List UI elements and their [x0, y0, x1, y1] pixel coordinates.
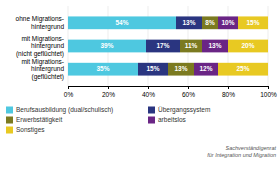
data-label: 39%	[100, 42, 113, 49]
legend-swatch	[148, 117, 155, 124]
tick-label: mit Migrations-hintergrund(geflüchtet)	[21, 58, 64, 81]
legend-item: Übergangssystem	[148, 106, 210, 114]
annotation: Sachverständigenratfür Integration und M…	[207, 145, 276, 158]
tick-label: 40%	[142, 91, 155, 98]
tick-label: 20%	[102, 91, 115, 98]
tick-mark	[68, 86, 69, 89]
legend-item: Erwerbstätigkeit	[6, 116, 62, 124]
legend-item: arbeitslos	[148, 116, 187, 123]
legend-swatch	[6, 107, 13, 114]
legend: Berufsausbildung (dual/schulisch) Übergan…	[6, 106, 210, 134]
data-label: 20%	[241, 42, 254, 49]
bar	[194, 63, 218, 76]
data-label: 15%	[246, 19, 259, 26]
legend-label: Sonstiges	[16, 126, 45, 134]
tick: 80%	[222, 86, 235, 98]
tick-mark	[188, 86, 189, 89]
series	[218, 16, 268, 75]
bar	[218, 16, 238, 29]
bar	[68, 16, 176, 29]
data-label: 35%	[96, 65, 109, 72]
bar	[138, 63, 168, 76]
tick-label: 0%	[64, 91, 74, 98]
legend-swatch	[6, 127, 13, 134]
tick-mark	[228, 86, 229, 89]
data-label: 10%	[221, 19, 234, 26]
legend-item: Sonstiges	[6, 126, 45, 134]
data-label: 8%	[205, 19, 215, 26]
bars	[68, 16, 268, 75]
chart: 54% 39% 35% 13% 17% 15% 8% 11% 13% 10% 13% 12% 15% 20…	[0, 0, 280, 170]
bar	[202, 40, 228, 53]
legend-item: Berufsausbildung (dual/schulisch)	[6, 106, 113, 114]
data-label: 12%	[199, 65, 212, 72]
legend-label: Erwerbstätigkeit	[16, 116, 62, 124]
data-label: 13%	[208, 42, 221, 49]
legend-label: arbeitslos	[158, 116, 187, 123]
annotation-line: für Integration und Migration	[207, 152, 276, 158]
annotation-line: Sachverständigenrat	[226, 145, 277, 151]
tick-mark	[108, 86, 109, 89]
tick-label-line: (geflüchtet)	[31, 73, 64, 81]
legend-label: Berufsausbildung (dual/schulisch)	[16, 106, 113, 114]
data-label: 11%	[185, 42, 198, 49]
bar	[218, 63, 268, 76]
data-label: 15%	[146, 65, 159, 72]
tick-label: 80%	[222, 91, 235, 98]
bar	[180, 40, 202, 53]
tick-label: 60%	[182, 91, 195, 98]
tick: ohne Migrations-hintergrund	[16, 15, 68, 30]
tick-label-line: (nicht geflüchtet)	[16, 50, 64, 58]
bar	[176, 16, 202, 29]
data-label: 25%	[236, 65, 249, 72]
x-axis: 0% 20% 40% 60% 80% 100%	[64, 86, 277, 98]
grid	[68, 6, 268, 86]
tick: 0%	[64, 86, 74, 98]
bar	[68, 40, 146, 53]
series	[68, 16, 176, 75]
tick: 60%	[182, 86, 195, 98]
bar	[168, 63, 194, 76]
tick: 100%	[260, 86, 277, 98]
tick: 20%	[102, 86, 115, 98]
series	[138, 16, 202, 75]
bar	[238, 16, 268, 29]
data-label: 54%	[115, 19, 128, 26]
tick-mark	[268, 86, 269, 89]
legend-label: Übergangssystem	[158, 106, 210, 114]
tick-label-line: hintergrund	[31, 23, 64, 31]
tick-label: mit Migrations-hintergrund(nicht geflüch…	[16, 35, 64, 58]
bar	[68, 63, 138, 76]
tick-mark	[148, 86, 149, 89]
tick: mit Migrations-hintergrund(nicht geflüch…	[16, 35, 68, 58]
tick-label: 100%	[260, 91, 277, 98]
bar	[146, 40, 180, 53]
axis-line	[69, 87, 269, 90]
data-labels: 54% 39% 35% 13% 17% 15% 8% 11% 13% 10% 13% 12% 15% 20…	[96, 19, 259, 72]
bar	[202, 16, 218, 29]
data-label: 13%	[174, 65, 187, 72]
legend-swatch	[148, 107, 155, 114]
tick: 40%	[142, 86, 155, 98]
data-label: 13%	[182, 19, 195, 26]
bar	[228, 40, 268, 53]
tick: mit Migrations-hintergrund(geflüchtet)	[21, 58, 68, 81]
tick-label: ohne Migrations-hintergrund	[16, 15, 65, 30]
y-axis: ohne Migrations-hintergrund mit Migration…	[16, 15, 68, 81]
legend-swatch	[6, 117, 13, 124]
data-label: 17%	[156, 42, 169, 49]
